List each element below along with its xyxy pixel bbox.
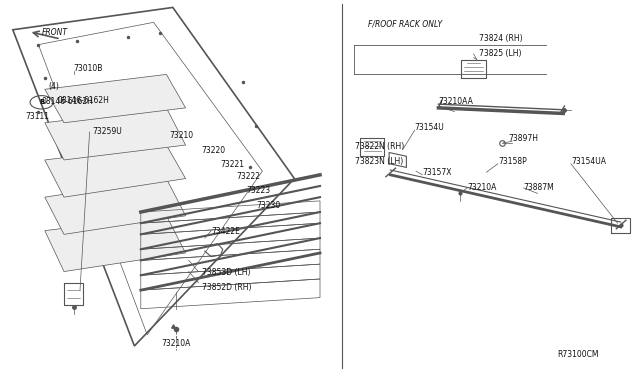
Text: FRONT: FRONT	[42, 28, 67, 37]
Text: 73897H: 73897H	[509, 134, 539, 143]
Text: 73210AA: 73210AA	[438, 97, 473, 106]
Text: 73157X: 73157X	[422, 168, 452, 177]
Text: 73210A: 73210A	[161, 339, 191, 348]
Text: B: B	[39, 99, 44, 105]
Text: 08146-6162H: 08146-6162H	[58, 96, 109, 105]
Text: (4): (4)	[48, 82, 59, 91]
Text: 73853D (LH): 73853D (LH)	[202, 268, 250, 277]
Polygon shape	[45, 179, 186, 234]
Text: 73223: 73223	[246, 186, 271, 195]
Text: 73010B: 73010B	[74, 64, 103, 73]
Text: 08146-6162H: 08146-6162H	[42, 97, 93, 106]
Text: 73222: 73222	[237, 171, 261, 180]
Text: R73100CM: R73100CM	[557, 350, 598, 359]
Text: 73221: 73221	[221, 160, 244, 169]
Text: F/ROOF RACK ONLY: F/ROOF RACK ONLY	[368, 19, 442, 28]
Text: 73154UA: 73154UA	[571, 157, 606, 166]
Text: 73825 (LH): 73825 (LH)	[479, 49, 521, 58]
Text: 73422E: 73422E	[211, 227, 240, 236]
Text: 73887M: 73887M	[524, 183, 554, 192]
Text: 73823N (LH): 73823N (LH)	[355, 157, 403, 166]
Polygon shape	[45, 145, 186, 197]
Text: 73824 (RH): 73824 (RH)	[479, 34, 522, 43]
Polygon shape	[45, 108, 186, 160]
Text: 73158P: 73158P	[498, 157, 527, 166]
Text: 73154U: 73154U	[415, 123, 444, 132]
Text: 73220: 73220	[202, 145, 226, 154]
Text: 73259U: 73259U	[93, 127, 122, 136]
Polygon shape	[45, 74, 186, 123]
Text: 73852D (RH): 73852D (RH)	[202, 283, 251, 292]
Text: 73210: 73210	[170, 131, 194, 140]
Text: 73111: 73111	[26, 112, 50, 121]
Text: 73230: 73230	[256, 201, 280, 210]
Text: 73822N (RH): 73822N (RH)	[355, 142, 404, 151]
Polygon shape	[45, 216, 186, 272]
Text: 73210A: 73210A	[467, 183, 497, 192]
